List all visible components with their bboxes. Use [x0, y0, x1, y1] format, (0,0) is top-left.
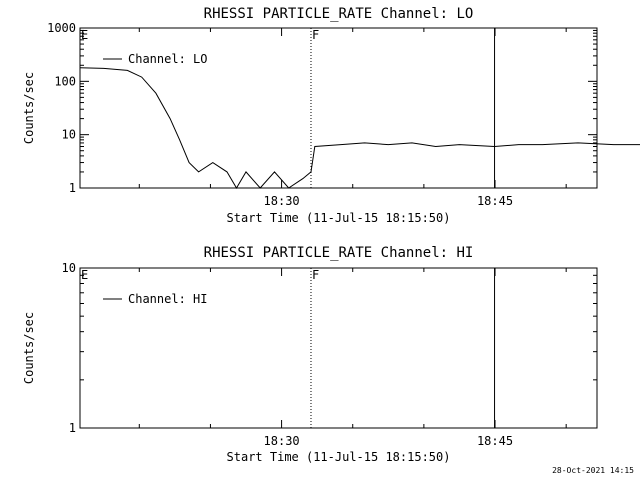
footer-timestamp: 28-Oct-2021 14:15	[552, 466, 634, 475]
chart-title: RHESSI PARTICLE_RATE Channel: LO	[204, 6, 474, 22]
y-tick-label: 10	[62, 261, 76, 275]
x-tick-label: 18:45	[477, 194, 513, 208]
event-marker-label: F	[312, 28, 319, 42]
y-tick-label: 1	[69, 181, 76, 195]
y-axis-label: Counts/sec	[22, 312, 36, 384]
y-tick-label: 1	[69, 421, 76, 435]
chart-panel-1: RHESSI PARTICLE_RATE Channel: LO 1 10 100 10…	[22, 6, 640, 225]
y-axis-label: Counts/sec	[22, 72, 36, 144]
x-axis-label: Start Time (11-Jul-15 18:15:50)	[227, 211, 451, 225]
plot-frame	[79, 27, 598, 189]
event-marker-label: E	[81, 268, 88, 282]
plot-frame	[79, 267, 598, 429]
x-axis-label: Start Time (11-Jul-15 18:15:50)	[227, 450, 451, 464]
y-tick-label: 100	[54, 74, 76, 88]
x-tick-label: 18:30	[264, 194, 300, 208]
x-tick-label: 18:45	[477, 434, 513, 448]
series-line-1	[79, 67, 640, 189]
legend-label: Channel: HI	[128, 292, 207, 306]
event-marker-label: F	[312, 268, 319, 282]
chart-title: RHESSI PARTICLE_RATE Channel: HI	[204, 245, 474, 261]
legend-label: Channel: LO	[128, 52, 207, 66]
y-tick-label: 10	[62, 128, 76, 142]
x-tick-label: 18:30	[264, 434, 300, 448]
chart-panel-2: RHESSI PARTICLE_RATE Channel: HI 1 10 18:30…	[22, 245, 598, 464]
y-tick-label: 1000	[47, 21, 76, 35]
event-marker-label: E	[81, 28, 88, 42]
